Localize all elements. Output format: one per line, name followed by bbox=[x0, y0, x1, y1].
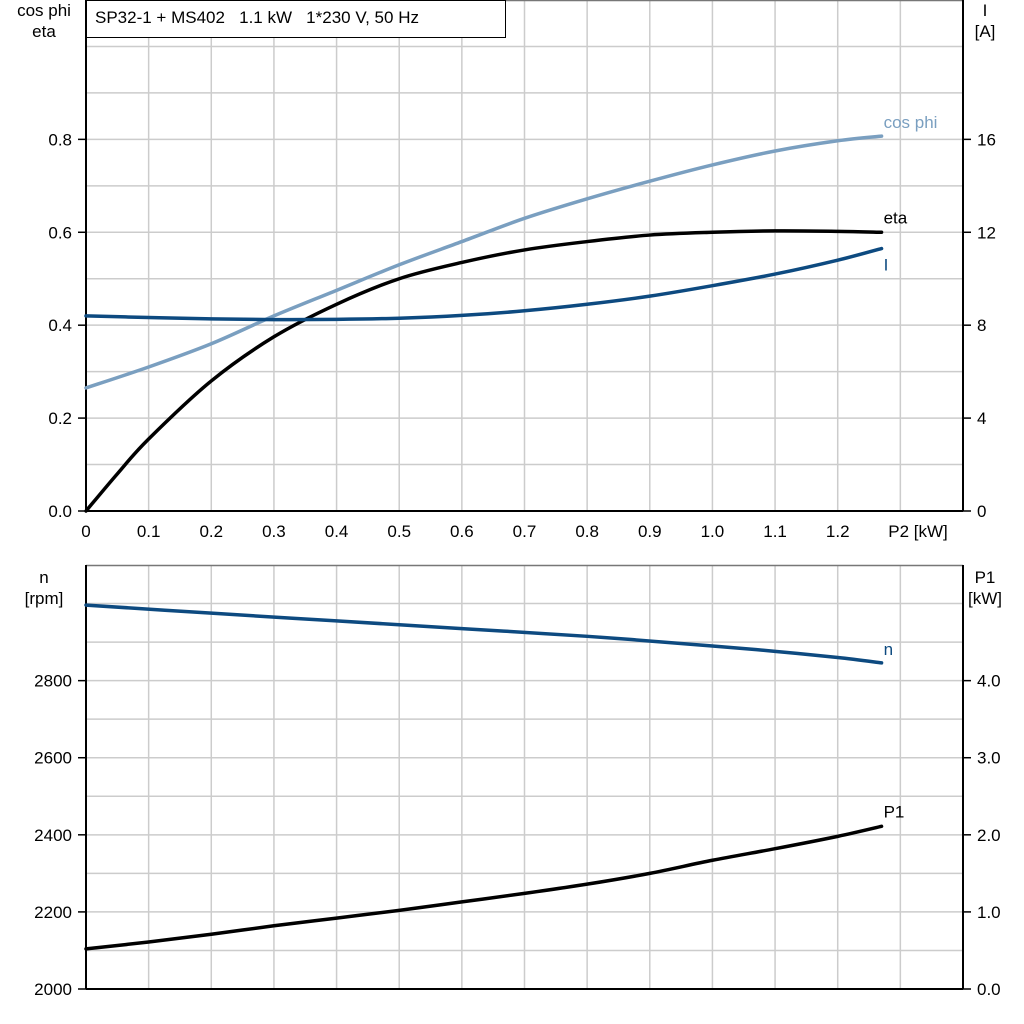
x-tick-label: 0.5 bbox=[387, 522, 411, 541]
chart-title: SP32-1 + MS402 1.1 kW 1*230 V, 50 Hz bbox=[86, 0, 506, 38]
y-left-tick-label: 0.2 bbox=[48, 409, 72, 428]
series-line-cos-phi bbox=[84, 134, 884, 390]
y-left-tick-label: 0.4 bbox=[48, 316, 72, 335]
series-line-i bbox=[84, 246, 884, 322]
y-right-tick-label: 4 bbox=[977, 409, 986, 428]
y-left-tick-label: 0.8 bbox=[48, 130, 72, 149]
x-tick-label: 0.6 bbox=[450, 522, 474, 541]
x-tick-label: 1.1 bbox=[763, 522, 787, 541]
series-line-n bbox=[84, 603, 884, 665]
y-right-tick-label: 2.0 bbox=[977, 826, 1001, 845]
y-right-tick-label: 4.0 bbox=[977, 672, 1001, 691]
y-left-axis-label: n bbox=[39, 568, 48, 587]
series-label-i: I bbox=[884, 256, 889, 275]
x-tick-label: 0.4 bbox=[325, 522, 349, 541]
series-line-p1 bbox=[84, 824, 884, 951]
x-tick-label: 0.9 bbox=[638, 522, 662, 541]
x-axis-label: P2 [kW] bbox=[888, 522, 948, 541]
y-left-axis-label: [rpm] bbox=[25, 589, 64, 608]
x-tick-label: 0.3 bbox=[262, 522, 286, 541]
x-tick-label: 0.7 bbox=[513, 522, 537, 541]
x-tick-label: 1.2 bbox=[826, 522, 850, 541]
y-left-tick-label: 0.6 bbox=[48, 223, 72, 242]
y-left-tick-label: 2800 bbox=[34, 672, 72, 691]
y-left-axis-label: cos phi bbox=[17, 1, 71, 20]
x-tick-label: 1.0 bbox=[701, 522, 725, 541]
series-label-eta: eta bbox=[884, 208, 908, 227]
x-tick-label: 0.2 bbox=[199, 522, 223, 541]
y-right-tick-label: 12 bbox=[977, 223, 996, 242]
y-right-tick-label: 0 bbox=[977, 502, 986, 521]
y-right-axis-label: [A] bbox=[975, 22, 996, 41]
y-right-tick-label: 8 bbox=[977, 316, 986, 335]
series-line-eta bbox=[84, 229, 884, 513]
series-label-n: n bbox=[884, 640, 893, 659]
y-left-tick-label: 2400 bbox=[34, 826, 72, 845]
y-left-axis-label: eta bbox=[32, 22, 56, 41]
y-right-axis-label: P1 bbox=[975, 568, 996, 587]
y-left-tick-label: 2200 bbox=[34, 903, 72, 922]
series-label-cos-phi: cos phi bbox=[884, 113, 938, 132]
y-right-axis-label: I bbox=[983, 1, 988, 20]
y-left-tick-label: 0.0 bbox=[48, 502, 72, 521]
x-tick-label: 0.8 bbox=[575, 522, 599, 541]
y-right-tick-label: 0.0 bbox=[977, 980, 1001, 999]
y-right-axis-label: [kW] bbox=[968, 589, 1002, 608]
x-tick-label: 0 bbox=[81, 522, 90, 541]
y-right-tick-label: 16 bbox=[977, 130, 996, 149]
x-tick-label: 0.1 bbox=[137, 522, 161, 541]
y-left-tick-label: 2600 bbox=[34, 749, 72, 768]
series-label-p1: P1 bbox=[884, 802, 905, 821]
y-right-tick-label: 1.0 bbox=[977, 903, 1001, 922]
y-left-tick-label: 2000 bbox=[34, 980, 72, 999]
y-right-tick-label: 3.0 bbox=[977, 749, 1001, 768]
